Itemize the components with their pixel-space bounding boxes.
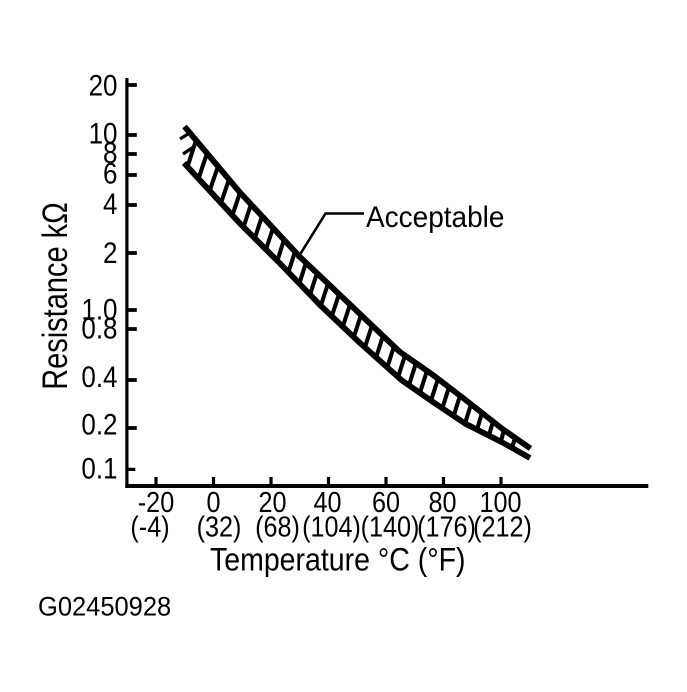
- svg-text:(176): (176): [417, 511, 476, 543]
- svg-text:0: 0: [206, 487, 220, 519]
- svg-text:(212): (212): [473, 511, 532, 543]
- svg-text:6: 6: [103, 157, 117, 190]
- svg-text:(32): (32): [197, 511, 242, 543]
- svg-text:(140): (140): [361, 511, 420, 543]
- svg-text:Temperature °C (°F): Temperature °C (°F): [210, 541, 466, 578]
- svg-text:-20: -20: [138, 487, 174, 519]
- svg-text:0.4: 0.4: [81, 360, 117, 393]
- svg-text:80: 80: [428, 487, 456, 519]
- svg-text:20: 20: [89, 69, 118, 102]
- svg-text:100: 100: [479, 487, 521, 519]
- svg-text:(-4): (-4): [130, 511, 169, 543]
- svg-text:(104): (104): [302, 511, 361, 543]
- svg-text:0.2: 0.2: [81, 408, 117, 441]
- svg-text:0.8: 0.8: [81, 312, 117, 345]
- svg-text:20: 20: [258, 487, 286, 519]
- svg-text:4: 4: [103, 187, 117, 220]
- svg-text:2: 2: [103, 236, 117, 269]
- svg-text:0.1: 0.1: [81, 452, 117, 485]
- svg-text:8: 8: [103, 136, 117, 169]
- svg-text:(68): (68): [255, 511, 300, 543]
- svg-text:Resistance kΩ: Resistance kΩ: [35, 202, 74, 390]
- svg-text:10: 10: [89, 117, 118, 150]
- svg-text:60: 60: [372, 487, 400, 519]
- svg-text:G02450928: G02450928: [38, 591, 171, 622]
- svg-text:1.0: 1.0: [81, 293, 117, 326]
- svg-text:40: 40: [313, 487, 341, 519]
- svg-text:Acceptable: Acceptable: [366, 201, 504, 234]
